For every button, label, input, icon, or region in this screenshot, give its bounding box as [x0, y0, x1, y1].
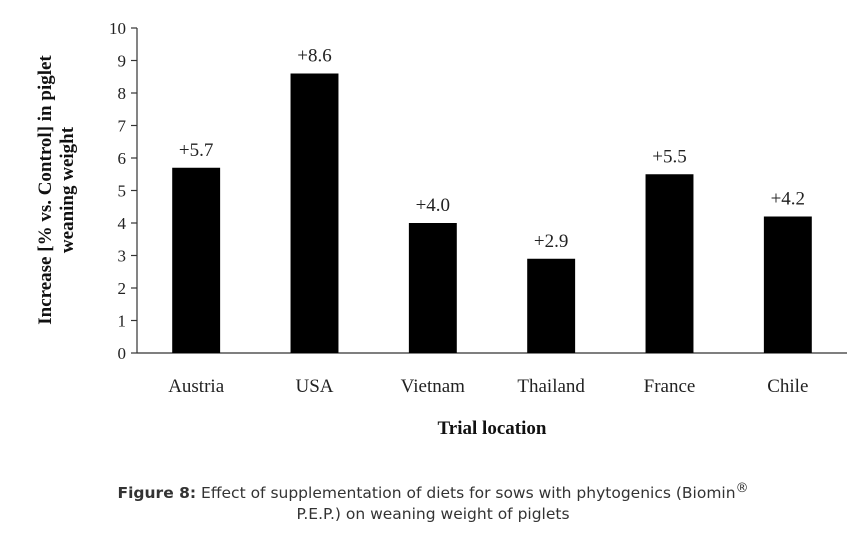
category-label-france: France — [644, 376, 696, 397]
y-tick-label: 5 — [118, 182, 127, 201]
data-label-chile: +4.2 — [771, 189, 805, 210]
bar-chile — [763, 216, 812, 353]
caption-line-1: Figure 8: Effect of supplementation of d… — [0, 478, 866, 504]
bar-france — [645, 174, 694, 353]
caption-text-1: Effect of supplementation of diets for s… — [196, 484, 736, 503]
x-axis-title: Trial location — [438, 418, 547, 439]
bars — [172, 73, 812, 353]
y-tick-label: 3 — [118, 247, 127, 266]
caption-line-2: P.E.P.) on weaning weight of piglets — [0, 504, 866, 525]
caption-text-2: P.E.P.) on weaning weight of piglets — [296, 505, 570, 524]
data-label-thailand: +2.9 — [534, 231, 568, 252]
y-tick-label: 4 — [118, 214, 127, 233]
category-label-chile: Chile — [767, 376, 808, 397]
data-label-france: +5.5 — [652, 146, 686, 167]
bar-vietnam — [408, 223, 457, 353]
data-label-vietnam: +4.0 — [416, 195, 450, 216]
category-label-austria: Austria — [168, 376, 225, 397]
category-label-usa: USA — [295, 376, 333, 397]
category-labels: Austria USA Vietnam Thailand France Chile — [168, 376, 808, 397]
data-label-usa: +8.6 — [297, 46, 331, 67]
y-tick-label: 10 — [109, 19, 126, 38]
figure-caption: Figure 8: Effect of supplementation of d… — [0, 478, 866, 525]
y-ticks: 0 1 2 3 4 5 6 7 8 9 10 — [109, 19, 137, 363]
y-tick-label: 2 — [118, 279, 127, 298]
chart-axes — [136, 28, 847, 354]
y-axis-title-line-2: weaning weight — [57, 126, 78, 253]
bar-usa — [290, 73, 339, 353]
bar-thailand — [527, 258, 576, 353]
y-tick-label: 7 — [118, 117, 127, 136]
data-labels: +5.7 +8.6 +4.0 +2.9 +5.5 +4.2 — [179, 46, 805, 252]
y-tick-label: 1 — [118, 312, 127, 331]
registered-mark: ® — [735, 481, 749, 496]
y-tick-label: 6 — [118, 149, 127, 168]
y-tick-label: 0 — [118, 344, 127, 363]
data-label-austria: +5.7 — [179, 140, 213, 161]
y-tick-label: 8 — [118, 84, 127, 103]
bar-austria — [172, 167, 221, 353]
category-label-vietnam: Vietnam — [401, 376, 466, 397]
y-axis-title-line-1: Increase [% vs. Control] in piglet — [35, 55, 56, 325]
category-label-thailand: Thailand — [517, 376, 585, 397]
caption-figure-label: Figure 8: — [117, 484, 197, 503]
bar-chart: 0 1 2 3 4 5 6 7 8 9 10 +5.7 +8.6 +4.0 +2.9 +5.5 +4.2 Au… — [35, 19, 847, 439]
y-tick-label: 9 — [118, 52, 127, 71]
y-axis-title: Increase [% vs. Control] in piglet weani… — [35, 55, 78, 325]
